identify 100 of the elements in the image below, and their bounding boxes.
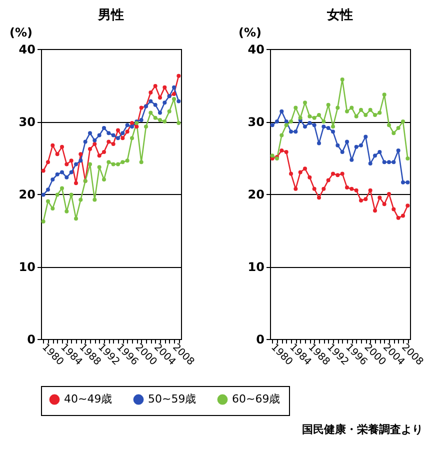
point bbox=[97, 165, 102, 170]
point bbox=[382, 160, 386, 164]
point bbox=[284, 150, 288, 154]
point bbox=[326, 178, 330, 182]
point bbox=[78, 152, 83, 156]
point bbox=[340, 77, 344, 82]
point bbox=[106, 131, 111, 136]
point bbox=[125, 130, 130, 134]
point bbox=[106, 160, 111, 164]
point bbox=[392, 160, 396, 164]
point bbox=[102, 126, 106, 130]
point bbox=[378, 196, 382, 200]
point bbox=[401, 120, 405, 124]
point bbox=[74, 216, 78, 221]
point bbox=[298, 170, 302, 174]
point bbox=[340, 172, 344, 176]
point bbox=[401, 180, 405, 184]
point bbox=[303, 100, 307, 105]
point bbox=[130, 120, 134, 125]
y-tick-label: 40 bbox=[18, 42, 36, 56]
point bbox=[92, 142, 97, 146]
point bbox=[396, 126, 400, 130]
point bbox=[64, 209, 69, 214]
point bbox=[336, 106, 340, 110]
point bbox=[373, 208, 377, 213]
point bbox=[364, 112, 368, 117]
point bbox=[162, 120, 167, 124]
point bbox=[172, 92, 176, 96]
y-tick-label: 0 bbox=[256, 332, 264, 346]
point bbox=[148, 99, 153, 104]
point bbox=[345, 185, 349, 190]
point bbox=[322, 120, 326, 124]
point bbox=[120, 136, 125, 140]
point bbox=[345, 109, 349, 114]
point bbox=[331, 130, 335, 134]
point bbox=[60, 186, 64, 190]
y-tick-label: 30 bbox=[248, 115, 264, 129]
point bbox=[392, 207, 396, 212]
point bbox=[97, 154, 102, 158]
point bbox=[280, 133, 284, 138]
point bbox=[46, 160, 50, 164]
point bbox=[294, 130, 298, 134]
point bbox=[158, 96, 162, 100]
point bbox=[312, 186, 316, 191]
point bbox=[331, 172, 335, 176]
point bbox=[317, 141, 321, 146]
point bbox=[336, 173, 340, 178]
point bbox=[378, 110, 382, 115]
point bbox=[382, 202, 386, 206]
point bbox=[148, 110, 153, 115]
point bbox=[50, 143, 55, 148]
point bbox=[50, 178, 55, 182]
point bbox=[83, 140, 88, 144]
point bbox=[359, 143, 363, 148]
point bbox=[111, 162, 116, 166]
point bbox=[331, 124, 335, 129]
y-tick-label: 20 bbox=[248, 188, 264, 202]
point bbox=[74, 181, 78, 186]
point bbox=[41, 220, 46, 224]
point bbox=[111, 133, 116, 138]
point bbox=[354, 114, 358, 118]
point bbox=[406, 180, 410, 184]
point bbox=[392, 131, 396, 136]
point bbox=[308, 120, 312, 125]
y-tick-label: 10 bbox=[18, 260, 36, 274]
legend-label: 40~49歳 bbox=[64, 392, 112, 406]
point bbox=[102, 178, 106, 182]
point bbox=[88, 131, 92, 136]
point bbox=[373, 112, 377, 117]
point bbox=[317, 112, 321, 117]
point bbox=[308, 114, 312, 118]
point bbox=[387, 123, 391, 128]
point bbox=[359, 108, 363, 112]
point bbox=[280, 148, 284, 152]
point bbox=[116, 162, 120, 166]
point bbox=[92, 198, 97, 202]
point bbox=[298, 116, 302, 120]
point bbox=[55, 172, 60, 176]
point bbox=[41, 192, 46, 197]
point bbox=[294, 186, 298, 191]
point bbox=[120, 131, 125, 136]
point bbox=[396, 148, 400, 152]
y-axis-title: (%) bbox=[10, 26, 32, 40]
point bbox=[50, 206, 55, 210]
point bbox=[364, 197, 368, 202]
point bbox=[368, 162, 372, 166]
point bbox=[162, 100, 167, 105]
point bbox=[317, 196, 321, 200]
point bbox=[284, 123, 288, 128]
point bbox=[120, 160, 125, 164]
point bbox=[60, 170, 64, 174]
point bbox=[406, 156, 410, 160]
point bbox=[106, 140, 111, 144]
point bbox=[74, 162, 78, 166]
point bbox=[176, 74, 181, 78]
point bbox=[148, 90, 153, 94]
point bbox=[340, 150, 344, 154]
point bbox=[359, 198, 363, 203]
point bbox=[303, 124, 307, 129]
chart-title: 女性 bbox=[326, 8, 353, 23]
